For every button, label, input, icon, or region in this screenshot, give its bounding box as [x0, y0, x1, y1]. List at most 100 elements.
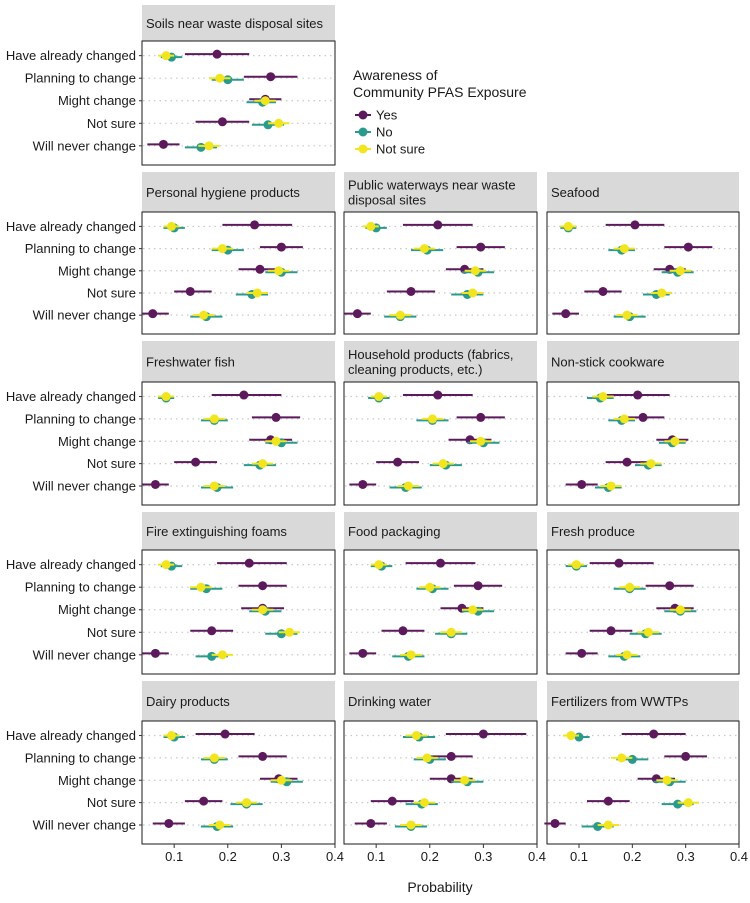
- point-not-sure: [468, 288, 478, 298]
- y-tick-label: Have already changed: [6, 557, 136, 572]
- point-no: [223, 75, 233, 85]
- point-yes: [158, 139, 168, 149]
- point-not-sure: [242, 798, 252, 808]
- point-yes: [622, 457, 632, 467]
- x-tick-label: 0.3: [474, 849, 492, 864]
- x-tick-label: 0.2: [421, 849, 439, 864]
- y-tick-label: Planning to change: [25, 750, 136, 765]
- point-no: [207, 651, 217, 661]
- panel-title: Dairy products: [146, 694, 230, 709]
- point-yes: [683, 242, 693, 252]
- panel-title: disposal sites: [348, 193, 427, 208]
- panel-strip: [142, 5, 335, 41]
- point-yes: [207, 626, 217, 636]
- point-not-sure: [406, 820, 416, 830]
- point-yes: [550, 818, 560, 828]
- point-yes: [276, 242, 286, 252]
- point-yes: [476, 242, 486, 252]
- panel-title: cleaning products, etc.): [348, 362, 482, 377]
- panel-title: Personal hygiene products: [146, 185, 300, 200]
- point-not-sure: [161, 560, 171, 570]
- y-tick-label: Might change: [58, 434, 136, 449]
- y-tick-label: Will never change: [33, 647, 136, 662]
- point-no: [593, 821, 603, 831]
- point-not-sure: [606, 481, 616, 491]
- point-not-sure: [166, 221, 176, 231]
- panel-strip: [344, 172, 537, 212]
- panel-strip: [142, 512, 335, 550]
- legend-label: Yes: [376, 108, 398, 123]
- point-yes: [473, 581, 483, 591]
- panel-title: Drinking water: [348, 694, 432, 709]
- panel-strip: [547, 512, 739, 550]
- point-yes: [244, 558, 254, 568]
- point-yes: [164, 818, 174, 828]
- x-tick-label: 0.4: [730, 849, 748, 864]
- point-not-sure: [403, 481, 413, 491]
- y-tick-label: Have already changed: [6, 389, 136, 404]
- point-not-sure: [566, 731, 576, 741]
- point-yes: [150, 648, 160, 658]
- x-tick-label: 0.1: [570, 849, 588, 864]
- point-not-sure: [252, 288, 262, 298]
- point-not-sure: [619, 414, 629, 424]
- panel-title: Food packaging: [348, 524, 441, 539]
- y-tick-label: Will never change: [33, 308, 136, 323]
- point-not-sure: [460, 775, 470, 785]
- panel-frame: [141, 549, 336, 675]
- x-tick-label: 0.3: [272, 849, 290, 864]
- point-yes: [239, 390, 249, 400]
- point-yes: [258, 581, 268, 591]
- panel-strip: [344, 512, 537, 550]
- point-not-sure: [425, 582, 435, 592]
- point-yes: [148, 309, 158, 319]
- panel-title: Public waterways near waste: [348, 178, 516, 193]
- panel-strip: [344, 681, 537, 721]
- panel-strip: [547, 172, 739, 212]
- point-not-sure: [209, 414, 219, 424]
- point-not-sure: [406, 650, 416, 660]
- legend-key-point: [358, 144, 368, 154]
- y-tick-label: Not sure: [87, 795, 136, 810]
- y-tick-label: Have already changed: [6, 219, 136, 234]
- point-yes: [266, 72, 276, 82]
- point-no: [627, 754, 637, 764]
- panel-strip: [547, 341, 739, 382]
- point-yes: [150, 479, 160, 489]
- point-not-sure: [622, 650, 632, 660]
- point-yes: [433, 220, 443, 230]
- y-tick-label: Might change: [58, 773, 136, 788]
- legend-key-point: [358, 110, 368, 120]
- point-yes: [638, 412, 648, 422]
- point-yes: [478, 729, 488, 739]
- point-yes: [352, 309, 362, 319]
- panel-strip: [142, 341, 335, 382]
- point-not-sure: [374, 392, 384, 402]
- point-not-sure: [470, 266, 480, 276]
- x-axis-title: Probability: [407, 879, 472, 895]
- point-not-sure: [274, 266, 284, 276]
- point-not-sure: [284, 627, 294, 637]
- point-yes: [433, 390, 443, 400]
- point-not-sure: [683, 798, 693, 808]
- point-yes: [630, 220, 640, 230]
- point-no: [196, 142, 206, 152]
- point-yes: [577, 648, 587, 658]
- point-yes: [446, 751, 456, 761]
- point-yes: [185, 286, 195, 296]
- point-not-sure: [166, 731, 176, 741]
- y-tick-label: Might change: [58, 602, 136, 617]
- y-tick-label: Have already changed: [6, 48, 136, 63]
- panel-strip: [344, 341, 537, 382]
- point-yes: [561, 309, 571, 319]
- point-yes: [271, 412, 281, 422]
- y-tick-label: Will never change: [33, 817, 136, 832]
- y-tick-label: Planning to change: [25, 411, 136, 426]
- point-not-sure: [643, 627, 653, 637]
- point-not-sure: [619, 244, 629, 254]
- y-tick-label: Might change: [58, 263, 136, 278]
- x-tick-label: 0.2: [219, 849, 237, 864]
- x-tick-label: 0.4: [326, 849, 344, 864]
- point-yes: [250, 220, 260, 230]
- panel-strip: [142, 172, 335, 212]
